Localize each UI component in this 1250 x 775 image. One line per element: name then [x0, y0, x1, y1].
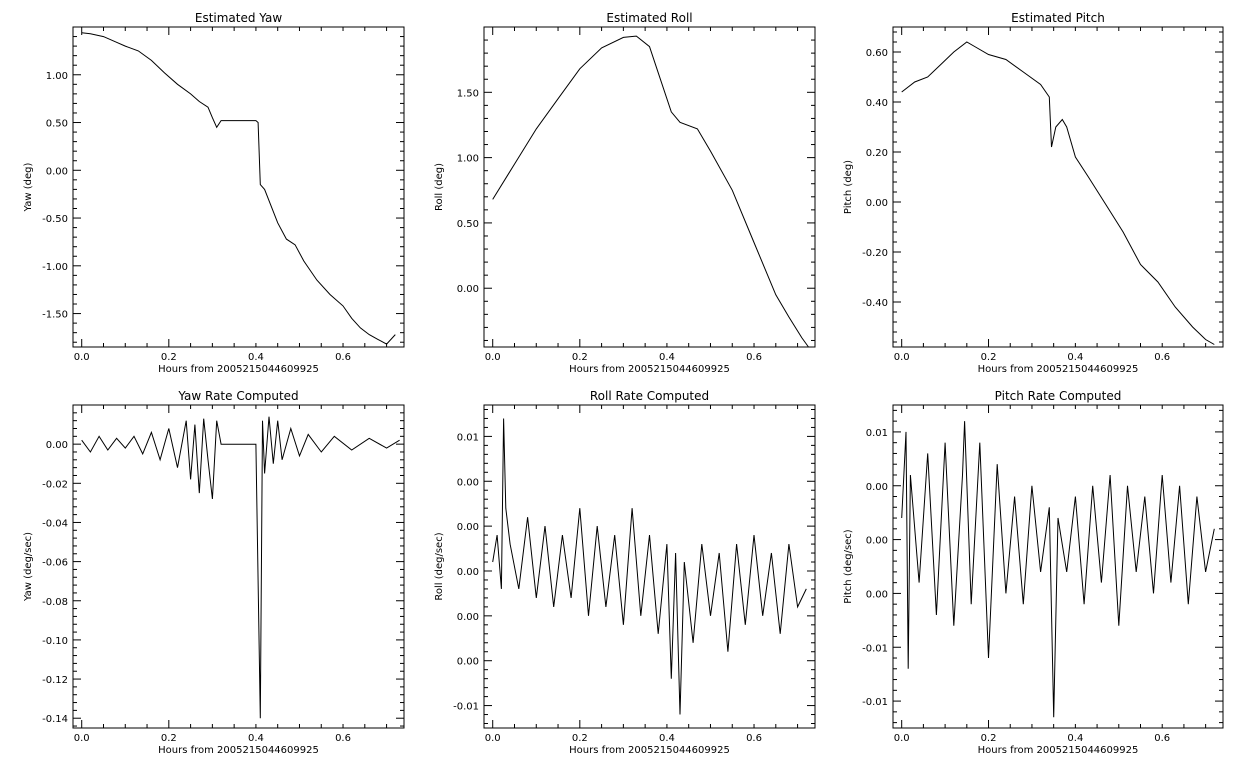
y-tick-label: 0.00	[46, 166, 68, 177]
x-tick-label: 0.6	[746, 352, 762, 363]
y-tick-label: 0.00	[866, 482, 888, 493]
y-tick-label: 0.00	[457, 567, 479, 578]
y-tick-label: -0.08	[42, 597, 68, 608]
y-tick-label: -1.50	[42, 310, 68, 321]
x-tick-label: 0.0	[894, 733, 910, 744]
chart-yaw-rate: 0.0 0.2 0.4 0.6 0.00 -0.02 -0.04 -0.06 -0.08 -0.1…	[23, 389, 405, 756]
x-tick-label: 0.6	[1154, 352, 1170, 363]
x-tick-label: 0.0	[74, 352, 90, 363]
y-tick-label: 0.00	[866, 536, 888, 547]
x-tick-label: 0.0	[485, 352, 501, 363]
chart-yaw: 0.0 0.2 0.4 0.6 1.00 0.50 0.00 -0.50 -1.00 -1.50 E…	[23, 11, 405, 375]
y-tick-label: 0.40	[866, 98, 888, 109]
x-axis-label: Hours from 2005215044609925	[158, 364, 319, 375]
y-axis-label: Roll (deg/sec)	[434, 532, 445, 600]
y-tick-label: 0.00	[457, 284, 479, 295]
x-tick-label: 0.4	[1067, 352, 1083, 363]
x-axis-label: Hours from 2005215044609925	[978, 745, 1139, 756]
chart-pitch: 0.0 0.2 0.4 0.6 0.60 0.40 0.20 0.00 -0.20 -0.40 Es…	[843, 11, 1224, 375]
series-line-roll-rate	[492, 418, 807, 715]
x-tick-label: 0.4	[1067, 733, 1083, 744]
x-tick-label: 0.6	[1154, 733, 1170, 744]
y-tick-label: 0.50	[46, 119, 68, 130]
y-tick-label: 0.00	[457, 657, 479, 668]
y-tick-label: 0.00	[866, 198, 888, 209]
y-tick-label: -0.04	[42, 518, 68, 529]
x-tick-label: 0.0	[894, 352, 910, 363]
y-axis-label: Yaw (deg/sec)	[23, 532, 34, 602]
chart-title: Yaw Rate Computed	[177, 389, 298, 403]
x-axis-label: Hours from 2005215044609925	[158, 745, 319, 756]
x-tick-label: 0.6	[335, 352, 351, 363]
y-tick-label: 0.00	[866, 589, 888, 600]
y-tick-label: 0.50	[457, 219, 479, 230]
y-tick-label: -0.20	[862, 248, 888, 259]
series-line-yaw	[81, 32, 396, 345]
x-tick-label: 0.0	[74, 733, 90, 744]
chart-title: Roll Rate Computed	[590, 389, 709, 403]
chart-title: Estimated Yaw	[195, 11, 282, 25]
plot-frame	[892, 404, 1224, 729]
x-tick-label: 0.2	[161, 352, 177, 363]
x-axis-label: Hours from 2005215044609925	[978, 364, 1139, 375]
y-tick-label: -0.14	[42, 714, 68, 725]
plot-frame	[483, 404, 816, 729]
y-tick-label: -0.01	[453, 702, 479, 713]
series-line-roll	[492, 35, 809, 348]
x-tick-label: 0.0	[485, 733, 501, 744]
chart-title: Pitch Rate Computed	[995, 389, 1122, 403]
plot-frame	[892, 26, 1224, 348]
y-tick-label: 0.60	[866, 48, 888, 59]
x-tick-label: 0.2	[572, 352, 588, 363]
plot-frame	[72, 26, 405, 348]
y-tick-label: -0.01	[862, 697, 888, 708]
x-tick-label: 0.2	[981, 733, 997, 744]
y-tick-label: 0.00	[457, 612, 479, 623]
y-tick-label: -0.50	[42, 214, 68, 225]
y-tick-label: 0.01	[866, 428, 888, 439]
x-tick-label: 0.4	[659, 352, 675, 363]
y-tick-label: 0.01	[457, 432, 479, 443]
chart-roll: 0.0 0.2 0.4 0.6 1.50 1.00 0.50 0.00 Estimated Ro…	[434, 11, 816, 375]
x-axis-label: Hours from 2005215044609925	[569, 745, 730, 756]
x-tick-label: 0.6	[335, 733, 351, 744]
y-tick-label: 1.00	[46, 71, 68, 82]
y-tick-label: 0.00	[457, 477, 479, 488]
y-tick-label: 1.50	[457, 88, 479, 99]
y-axis-label: Roll (deg)	[434, 163, 445, 211]
y-tick-label: 0.00	[46, 440, 68, 451]
y-tick-label: -0.06	[42, 558, 68, 569]
x-tick-label: 0.4	[248, 352, 264, 363]
chart-pitch-rate: 0.0 0.2 0.4 0.6 0.01 0.00 0.00 0.00 -0.01 -0.01 Pi…	[843, 389, 1224, 756]
y-tick-label: -0.10	[42, 636, 68, 647]
y-tick-label: -0.01	[862, 643, 888, 654]
y-tick-label: -1.00	[42, 262, 68, 273]
x-tick-label: 0.2	[572, 733, 588, 744]
plot-frame	[72, 404, 405, 729]
x-tick-label: 0.4	[659, 733, 675, 744]
x-tick-label: 0.2	[161, 733, 177, 744]
series-line-yaw-rate	[81, 416, 400, 719]
y-tick-label: 0.00	[457, 522, 479, 533]
y-axis-label: Yaw (deg)	[23, 162, 34, 212]
y-tick-label: -0.02	[42, 479, 68, 490]
x-axis-label: Hours from 2005215044609925	[569, 364, 730, 375]
y-axis-label: Pitch (deg)	[843, 160, 854, 214]
y-tick-label: -0.12	[42, 675, 68, 686]
y-tick-label: -0.40	[862, 298, 888, 309]
x-tick-label: 0.2	[981, 352, 997, 363]
y-tick-label: 1.00	[457, 154, 479, 165]
plot-frame	[483, 26, 816, 348]
series-line-pitch	[901, 41, 1215, 345]
chart-title: Estimated Pitch	[1011, 11, 1105, 25]
y-axis-label: Pitch (deg/sec)	[843, 529, 854, 604]
series-line-pitch-rate	[901, 421, 1215, 718]
chart-title: Estimated Roll	[606, 11, 692, 25]
y-tick-label: 0.20	[866, 148, 888, 159]
x-tick-label: 0.4	[248, 733, 264, 744]
chart-roll-rate: 0.0 0.2 0.4 0.6 0.01 0.00 0.00 0.00 0.00 0.00 -0.0…	[434, 389, 816, 756]
x-tick-label: 0.6	[746, 733, 762, 744]
